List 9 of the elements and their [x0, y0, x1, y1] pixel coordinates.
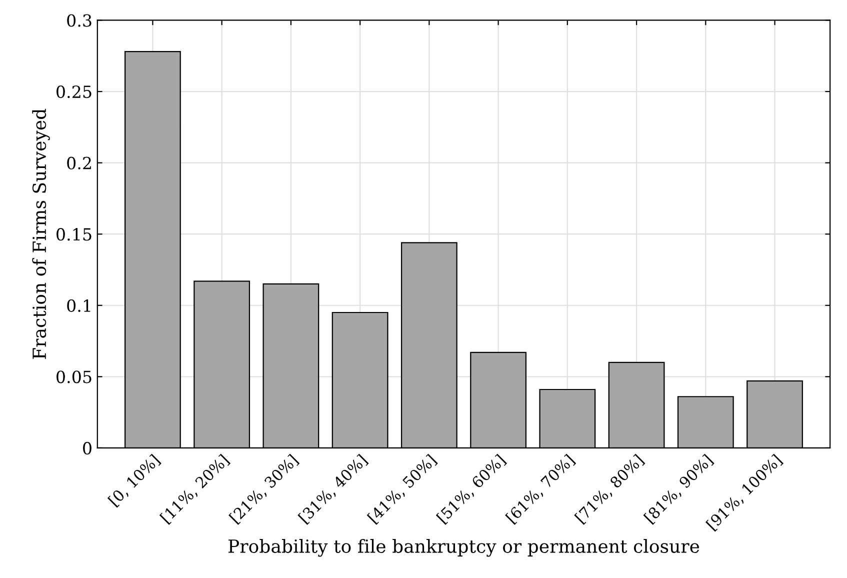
- y-tick-label: 0.05: [56, 370, 92, 384]
- y-axis-title: Fraction of Firms Surveyed: [32, 108, 50, 359]
- y-tick-label: 0.1: [67, 299, 90, 312]
- y-tick-label: 0.25: [56, 85, 92, 98]
- x-axis-title: Probability to file bankruptcy or permanent closure: [228, 539, 700, 557]
- y-tick-label: 0: [83, 442, 92, 455]
- y-tick-label: 0.2: [67, 156, 91, 170]
- y-tick-label: 0.3: [67, 14, 92, 27]
- y-tick-label: 0.15: [56, 228, 92, 241]
